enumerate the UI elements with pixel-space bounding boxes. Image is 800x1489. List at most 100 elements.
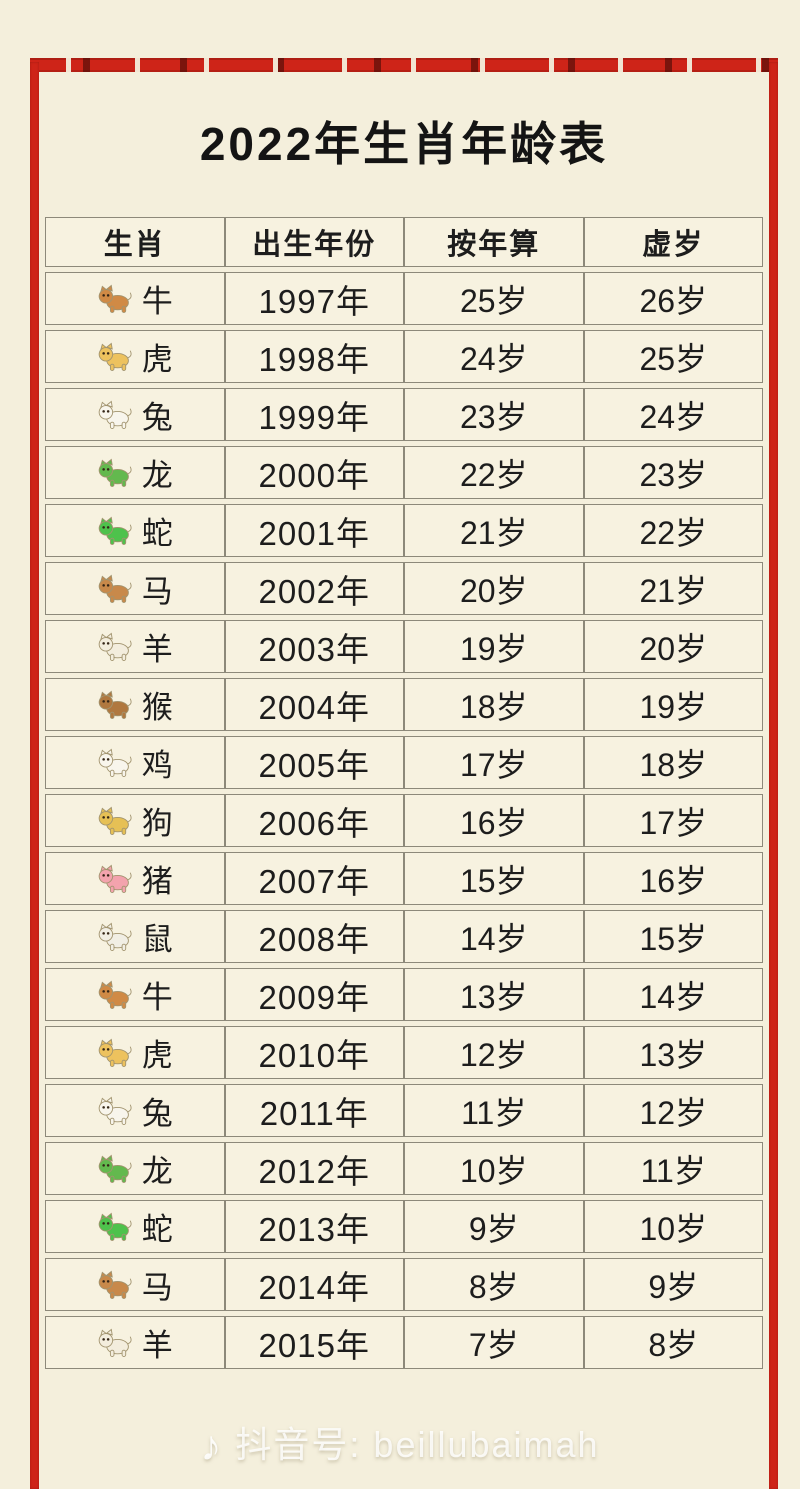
- nominal-age-cell: 20岁: [583, 620, 763, 673]
- birth-year-cell: 2001年: [224, 504, 404, 557]
- zodiac-animal-icon: [96, 400, 132, 430]
- birth-year-cell: 2015年: [224, 1316, 404, 1369]
- age-by-year-cell: 19岁: [404, 620, 584, 673]
- age-by-year-cell: 14岁: [404, 910, 584, 963]
- zodiac-animal-icon: [96, 980, 132, 1010]
- zodiac-name: 牛: [141, 980, 174, 1015]
- age-by-year-cell: 9岁: [404, 1200, 584, 1253]
- table-row: 羊 2015年 7岁 8岁: [45, 1316, 763, 1369]
- age-by-year-cell: 17岁: [404, 736, 584, 789]
- watermark-label: 抖音号: beillubaimah: [235, 1424, 600, 1465]
- birth-year-cell: 2014年: [224, 1258, 404, 1311]
- red-frame-right-border: [769, 62, 778, 1489]
- zodiac-animal-icon: [96, 1328, 132, 1358]
- birth-year-cell: 2009年: [224, 968, 404, 1021]
- zodiac-name: 虎: [141, 1038, 174, 1073]
- zodiac-animal-icon: [96, 864, 132, 894]
- column-header: 按年算: [404, 217, 584, 267]
- nominal-age-cell: 26岁: [583, 272, 763, 325]
- red-frame-left-border: [30, 62, 39, 1489]
- table-row: 猴 2004年 18岁 19岁: [45, 678, 763, 731]
- zodiac-animal-icon: [96, 1212, 132, 1242]
- table-row: 兔 1999年 23岁 24岁: [45, 388, 763, 441]
- age-by-year-cell: 20岁: [404, 562, 584, 615]
- age-by-year-cell: 15岁: [404, 852, 584, 905]
- birth-year-cell: 2005年: [224, 736, 404, 789]
- age-by-year-cell: 18岁: [404, 678, 584, 731]
- age-by-year-cell: 23岁: [404, 388, 584, 441]
- zodiac-animal-icon: [96, 516, 132, 546]
- watermark: ♪ 抖音号: beillubaimah: [0, 1416, 800, 1470]
- birth-year-cell: 2002年: [224, 562, 404, 615]
- age-by-year-cell: 16岁: [404, 794, 584, 847]
- zodiac-name: 兔: [141, 400, 174, 435]
- nominal-age-cell: 24岁: [583, 388, 763, 441]
- zodiac-name: 猪: [141, 864, 174, 899]
- zodiac-animal-icon: [96, 342, 132, 372]
- nominal-age-cell: 9岁: [583, 1258, 763, 1311]
- table-row: 蛇 2001年 21岁 22岁: [45, 504, 763, 557]
- age-by-year-cell: 8岁: [404, 1258, 584, 1311]
- birth-year-cell: 2007年: [224, 852, 404, 905]
- age-by-year-cell: 12岁: [404, 1026, 584, 1079]
- zodiac-name: 鸡: [141, 748, 174, 783]
- zodiac-animal-icon: [96, 1038, 132, 1068]
- age-by-year-cell: 22岁: [404, 446, 584, 499]
- birth-year-cell: 2000年: [224, 446, 404, 499]
- zodiac-name: 龙: [141, 458, 174, 493]
- table-row: 牛 1997年 25岁 26岁: [45, 272, 763, 325]
- birth-year-cell: 2003年: [224, 620, 404, 673]
- zodiac-animal-icon: [96, 922, 132, 952]
- birth-year-cell: 2006年: [224, 794, 404, 847]
- nominal-age-cell: 8岁: [583, 1316, 763, 1369]
- table-row: 兔 2011年 11岁 12岁: [45, 1084, 763, 1137]
- zodiac-name: 牛: [141, 284, 174, 319]
- table-row: 猪 2007年 15岁 16岁: [45, 852, 763, 905]
- nominal-age-cell: 23岁: [583, 446, 763, 499]
- nominal-age-cell: 11岁: [583, 1142, 763, 1195]
- zodiac-name: 羊: [141, 632, 174, 667]
- zodiac-age-table: 生肖 出生年份 按年算 虚岁: [45, 212, 763, 1374]
- age-by-year-cell: 11岁: [404, 1084, 584, 1137]
- zodiac-name: 马: [141, 1270, 174, 1305]
- zodiac-name: 蛇: [141, 1212, 174, 1247]
- age-by-year-cell: 13岁: [404, 968, 584, 1021]
- birth-year-cell: 2013年: [224, 1200, 404, 1253]
- zodiac-name: 马: [141, 574, 174, 609]
- zodiac-name: 鼠: [141, 922, 174, 957]
- nominal-age-cell: 15岁: [583, 910, 763, 963]
- table-row: 虎 2010年 12岁 13岁: [45, 1026, 763, 1079]
- zodiac-name: 蛇: [141, 516, 174, 551]
- zodiac-table-body: 牛 1997年 25岁 26岁: [45, 272, 763, 1369]
- zodiac-animal-icon: [96, 1270, 132, 1300]
- table-row: 鼠 2008年 14岁 15岁: [45, 910, 763, 963]
- zodiac-name: 猴: [141, 690, 174, 725]
- nominal-age-cell: 19岁: [583, 678, 763, 731]
- table-header-row: 生肖 出生年份 按年算 虚岁: [45, 217, 763, 267]
- birth-year-cell: 2010年: [224, 1026, 404, 1079]
- age-by-year-cell: 7岁: [404, 1316, 584, 1369]
- table-row: 虎 1998年 24岁 25岁: [45, 330, 763, 383]
- column-header: 出生年份: [224, 217, 404, 267]
- table-row: 鸡 2005年 17岁 18岁: [45, 736, 763, 789]
- birth-year-cell: 2012年: [224, 1142, 404, 1195]
- birth-year-cell: 1999年: [224, 388, 404, 441]
- table-row: 狗 2006年 16岁 17岁: [45, 794, 763, 847]
- age-by-year-cell: 21岁: [404, 504, 584, 557]
- age-by-year-cell: 10岁: [404, 1142, 584, 1195]
- nominal-age-cell: 21岁: [583, 562, 763, 615]
- table-row: 牛 2009年 13岁 14岁: [45, 968, 763, 1021]
- nominal-age-cell: 13岁: [583, 1026, 763, 1079]
- zodiac-animal-icon: [96, 632, 132, 662]
- zodiac-animal-icon: [96, 1154, 132, 1184]
- birth-year-cell: 1997年: [224, 272, 404, 325]
- douyin-note-icon: ♪: [200, 1422, 224, 1469]
- nominal-age-cell: 10岁: [583, 1200, 763, 1253]
- table-row: 龙 2012年 10岁 11岁: [45, 1142, 763, 1195]
- table-row: 龙 2000年 22岁 23岁: [45, 446, 763, 499]
- birth-year-cell: 2004年: [224, 678, 404, 731]
- birth-year-cell: 2011年: [224, 1084, 404, 1137]
- zodiac-animal-icon: [96, 284, 132, 314]
- column-header: 生肖: [45, 217, 225, 267]
- column-header: 虚岁: [583, 217, 763, 267]
